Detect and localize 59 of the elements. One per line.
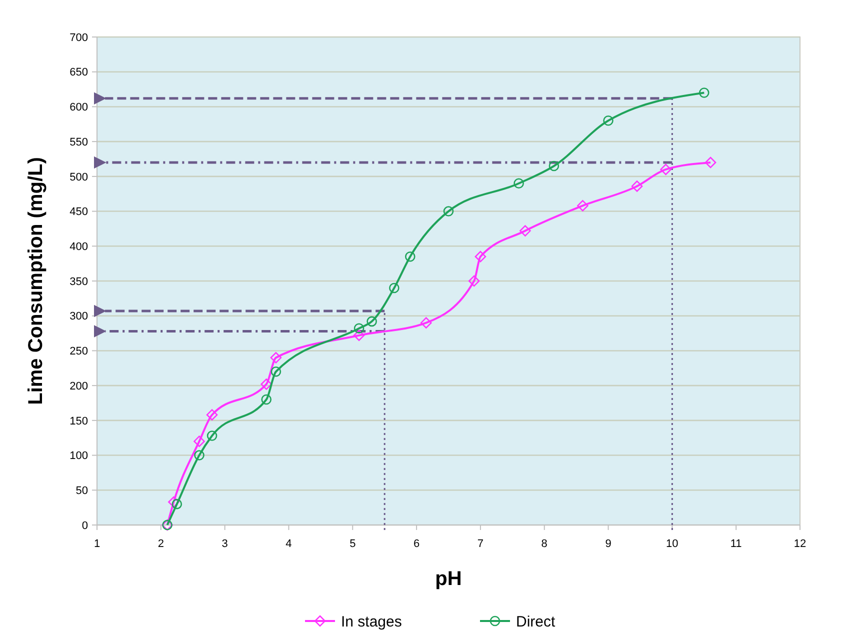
y-tick-label: 350	[70, 276, 88, 288]
x-tick-label: 5	[350, 538, 356, 550]
y-tick-label: 50	[76, 484, 88, 497]
point	[168, 496, 180, 508]
point	[514, 178, 524, 189]
legend-label: Direct	[516, 613, 556, 630]
x-tick-label: 4	[286, 538, 292, 550]
point	[660, 164, 672, 176]
y-tick-label: 550	[70, 136, 88, 148]
point	[389, 282, 400, 294]
point	[603, 116, 614, 126]
x-tick-label: 7	[477, 538, 484, 550]
point	[194, 450, 204, 460]
point	[260, 378, 272, 390]
y-tick-label: 400	[70, 240, 88, 253]
point	[443, 206, 454, 216]
y-tick-label: 300	[70, 310, 88, 323]
point	[474, 250, 486, 262]
x-tick-label: 6	[413, 538, 420, 550]
point	[420, 317, 432, 328]
y-tick-label: 650	[70, 66, 88, 79]
y-axis-title: Lime Consumption (mg/L)	[25, 157, 47, 405]
point	[270, 366, 282, 377]
point	[366, 316, 377, 327]
point	[468, 275, 480, 287]
point	[194, 436, 205, 447]
x-tick-label: 10	[666, 538, 678, 550]
y-tick-label: 100	[70, 450, 88, 462]
x-axis-title: pH	[435, 568, 462, 590]
point	[405, 251, 416, 262]
x-tick-label: 12	[794, 538, 806, 550]
y-tick-label: 250	[70, 346, 88, 358]
point	[520, 225, 531, 236]
x-tick-label: 1	[94, 538, 100, 550]
y-tick-label: 150	[70, 415, 88, 428]
point	[698, 88, 710, 98]
point	[704, 156, 716, 168]
point	[172, 498, 182, 510]
point	[548, 160, 560, 172]
x-tick-label: 9	[605, 538, 612, 550]
point	[631, 180, 643, 192]
x-tick-label: 11	[730, 538, 742, 550]
x-tick-label: 3	[222, 538, 228, 550]
y-tick-label: 0	[82, 520, 88, 532]
point	[354, 323, 364, 334]
point	[206, 430, 218, 441]
point	[353, 330, 365, 342]
y-tick-label: 450	[70, 206, 88, 218]
point	[577, 200, 588, 212]
y-tick-label: 500	[70, 171, 88, 184]
y-tick-label: 600	[70, 102, 88, 114]
point	[270, 352, 282, 364]
x-tick-label: 2	[158, 538, 164, 550]
y-tick-label: 200	[70, 380, 88, 392]
x-tick-label: 8	[541, 538, 548, 550]
point	[206, 409, 218, 420]
legend-label: In stages	[341, 613, 402, 630]
y-tick-label: 700	[70, 32, 88, 44]
point	[261, 394, 272, 405]
